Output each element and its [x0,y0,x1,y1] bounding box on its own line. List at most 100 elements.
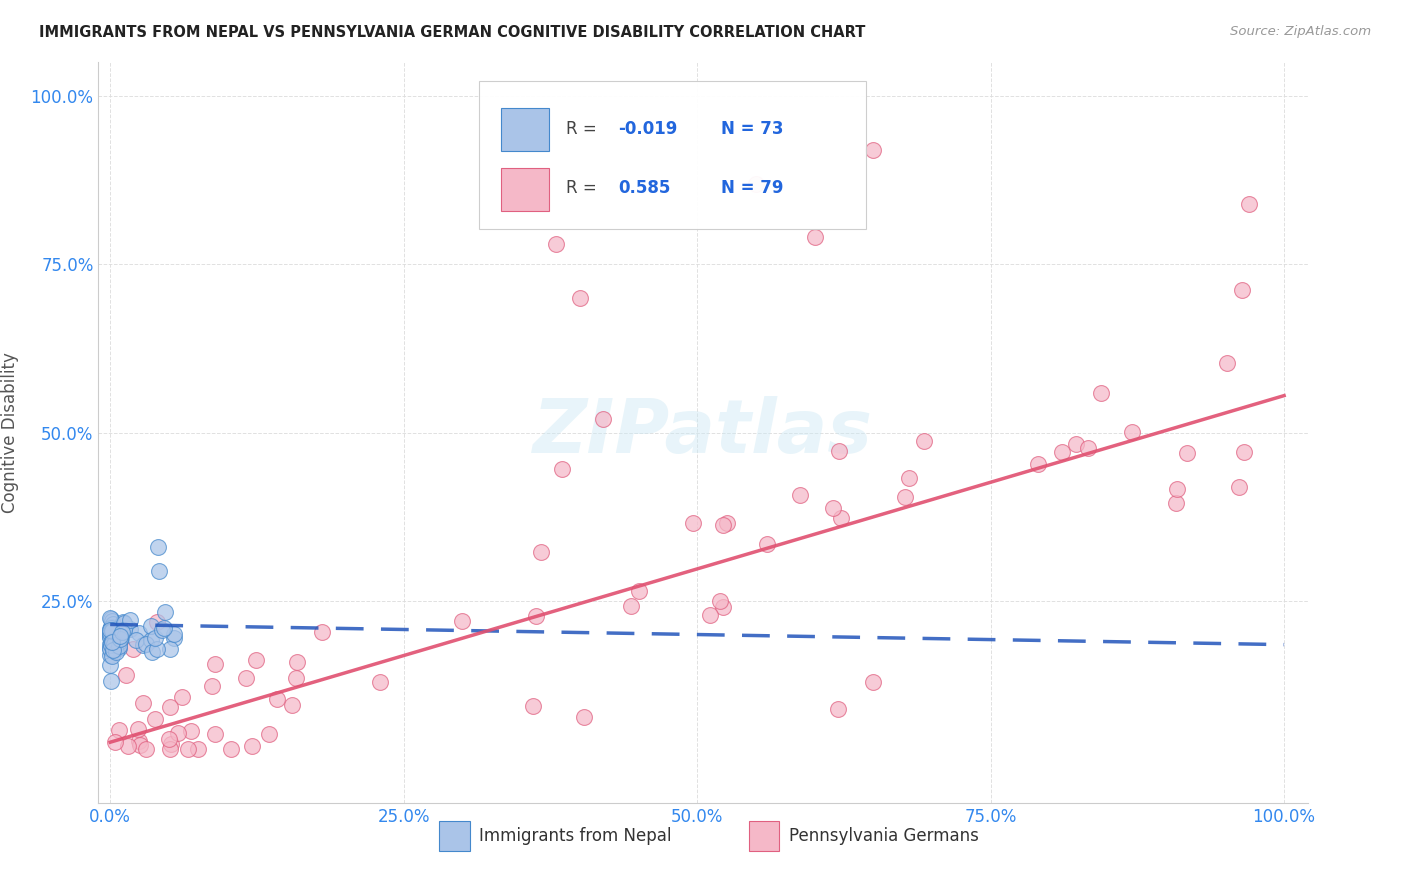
Point [104,631,127,645]
Point [111,624,134,639]
Point [148,564,170,578]
Point [180,724,202,739]
Point [159,738,181,752]
Text: R =: R = [567,179,602,197]
Point [128,738,150,752]
Point [143,631,166,645]
Point [627,583,650,598]
Point [1050,445,1073,459]
Point [862,143,884,157]
Point [98,630,121,644]
Point [150,623,173,637]
Point [98,648,121,662]
Point [284,671,307,685]
Point [112,615,135,630]
Text: ZIPatlas: ZIPatlas [533,396,873,469]
Text: Source: ZipAtlas.com: Source: ZipAtlas.com [1230,25,1371,38]
Bar [501,108,550,152]
Point [100,612,122,626]
Point [101,635,124,649]
Point [167,726,190,740]
Text: IMMIGRANTS FROM NEPAL VS PENNSYLVANIA GERMAN COGNITIVE DISABILITY CORRELATION CH: IMMIGRANTS FROM NEPAL VS PENNSYLVANIA GE… [39,25,866,40]
Point [159,699,181,714]
Point [103,620,125,634]
Point [100,632,122,646]
Text: Immigrants from Nepal: Immigrants from Nepal [479,827,672,845]
Point [98,623,121,637]
Point [709,594,731,608]
Point [368,674,391,689]
Point [281,698,304,712]
Point [98,626,121,640]
Point [104,735,127,749]
Point [100,641,122,656]
Point [1232,283,1254,297]
Point [257,727,280,741]
Point [803,230,825,244]
Point [104,645,127,659]
Point [98,658,121,673]
Point [100,632,122,646]
Point [1066,436,1088,450]
Point [821,500,844,515]
Point [122,642,145,657]
Point [266,692,288,706]
Point [103,633,125,648]
Point [132,638,155,652]
Point [100,624,122,638]
Point [110,631,132,645]
Point [110,630,132,644]
Point [100,623,122,637]
Point [141,619,163,633]
Point [108,723,131,738]
Point [101,634,124,648]
Point [101,614,124,628]
Point [912,434,935,448]
Point [163,627,186,641]
Point [894,490,917,504]
Point [100,640,122,655]
Point [112,615,135,629]
Point [135,637,157,651]
Point [139,633,162,648]
Point [1237,196,1260,211]
Point [146,641,169,656]
Point [101,626,124,640]
Point [1175,446,1198,460]
Point [100,673,122,688]
Point [1026,457,1049,471]
Point [830,511,852,525]
Point [117,739,139,753]
Point [1227,480,1250,494]
Point [101,634,124,648]
Bar [749,822,779,851]
Point [827,701,849,715]
Point [153,621,176,635]
Point [711,599,734,614]
Point [125,632,148,647]
Point [862,674,884,689]
Point [219,742,242,756]
Point [98,640,121,655]
Point [112,623,135,637]
Point [100,648,122,663]
Point [828,444,851,458]
Point [108,629,131,643]
Point [572,710,595,724]
Point [620,599,643,613]
Point [1121,425,1143,439]
Point [98,626,121,640]
Point [98,630,121,644]
Point [546,237,568,252]
Point [103,616,125,631]
Point [100,621,122,635]
Point [1090,386,1112,401]
Bar [440,822,470,851]
Point [98,622,121,636]
Point [105,631,128,645]
Y-axis label: Cognitive Disability: Cognitive Disability [1,352,20,513]
Point [153,605,176,619]
Point [1166,496,1188,510]
Point [451,614,474,628]
Point [159,642,181,657]
